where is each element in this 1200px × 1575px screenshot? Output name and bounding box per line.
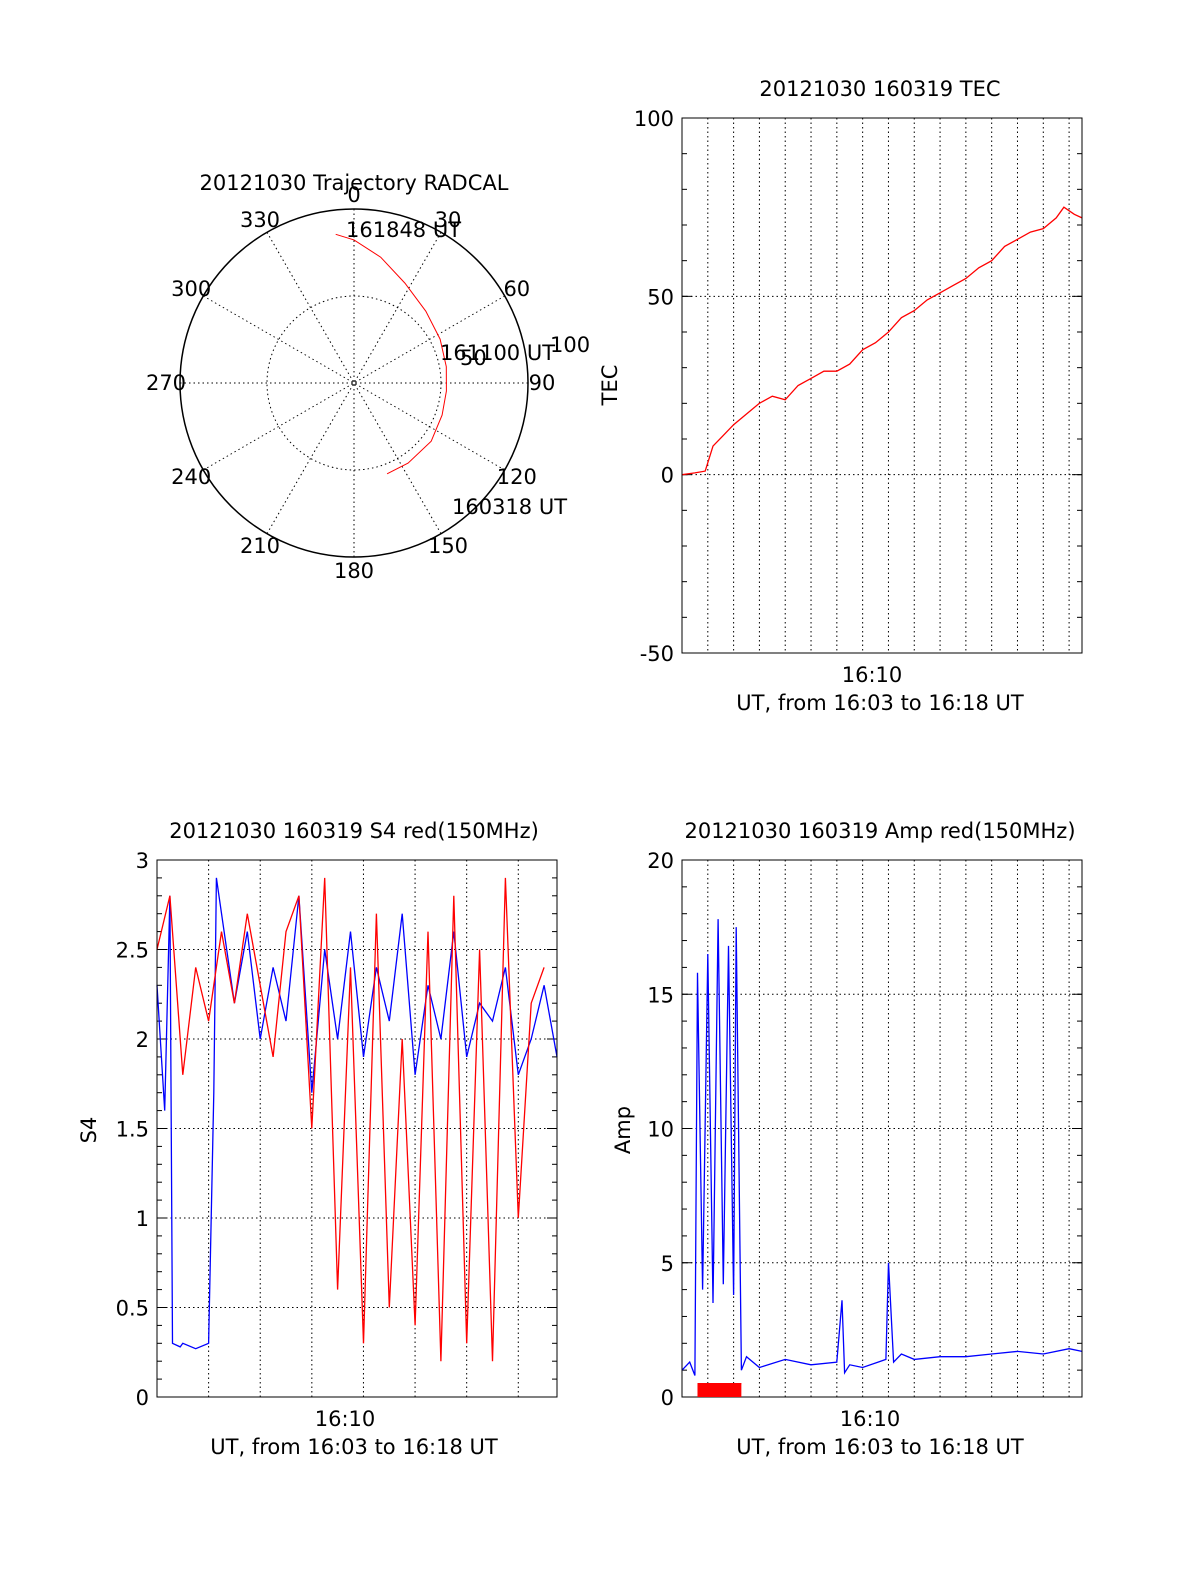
s4-xtick-label: 16:10 [315,1407,376,1431]
polar-panel: 20121030 Trajectory RADCAL 0 30 60 90 120 150… [146,171,590,583]
tec-ylabel: TEC [598,365,622,407]
series-line-1 [156,877,545,1362]
s4-ylabel: S4 [77,1117,101,1144]
polar-azimuth-label: 150 [428,534,468,558]
s4-plot-area: 0 0.5 1 1.5 2 2.5 3 [116,849,558,1410]
s4-title: 20121030 160319 S4 red(150MHz) [169,819,539,843]
y-tick-label: 3 [136,849,149,873]
y-tick-label: 0 [661,464,674,488]
y-tick-label: 2.5 [116,939,149,963]
y-tick-label: 10 [647,1118,674,1142]
polar-elevation-label-50: 50 [460,346,487,370]
polar-annotation-mid: 161100 UT [440,341,555,365]
amp-red-band [697,1383,742,1397]
polar-azimuth-label: 180 [334,559,374,583]
polar-azimuth-label: 60 [503,277,530,301]
y-tick-label: 1 [136,1207,149,1231]
amp-title: 20121030 160319 Amp red(150MHz) [684,819,1075,843]
polar-azimuth-label: 210 [240,534,280,558]
series-line-0 [156,877,558,1350]
y-tick-label: 1.5 [116,1118,149,1142]
y-tick-label: 50 [647,285,674,309]
tec-title: 20121030 160319 TEC [759,77,1000,101]
s4-panel: 20121030 160319 S4 red(150MHz) S4 0 0.5 1 1… [77,819,558,1459]
polar-azimuth-label: 300 [171,277,211,301]
polar-trajectory-line [335,233,447,475]
y-tick-label: 0.5 [116,1297,149,1321]
polar-annotation-start: 160318 UT [452,495,567,519]
polar-elevation-label-100: 100 [550,333,590,357]
polar-grid [179,208,529,558]
polar-azimuth-label: 30 [435,208,462,232]
series-line-0 [681,206,1083,476]
polar-title: 20121030 Trajectory RADCAL [200,171,509,195]
polar-azimuth-label: 120 [497,465,537,489]
y-tick-label: -50 [640,642,674,666]
polar-azimuth-labels: 0 30 60 90 120 150 180 210 240 270 300 330 [146,183,555,583]
y-tick-label: 0 [661,1386,674,1410]
tec-xlabel: UT, from 16:03 to 16:18 UT [736,691,1024,715]
series-line-0 [681,919,1083,1376]
polar-azimuth-label: 330 [240,208,280,232]
s4-xlabel: UT, from 16:03 to 16:18 UT [210,1435,498,1459]
plot-frame [156,859,558,1398]
amp-xlabel: UT, from 16:03 to 16:18 UT [736,1435,1024,1459]
plot-frame [681,859,1083,1398]
amp-xtick-label: 16:10 [840,1407,901,1431]
y-tick-label: 20 [647,849,674,873]
polar-azimuth-label: 240 [171,465,211,489]
tec-plot-area: -50 0 50 100 [634,107,1083,666]
polar-azimuth-label: 90 [529,371,556,395]
polar-trajectory [335,233,447,475]
amp-plot-area: 0 5 10 15 20 [647,849,1083,1410]
y-tick-label: 5 [661,1252,674,1276]
y-tick-label: 100 [634,107,674,131]
plot-frame [681,117,1083,654]
polar-azimuth-label: 270 [146,371,186,395]
y-tick-label: 2 [136,1028,149,1052]
amp-panel: 20121030 160319 Amp red(150MHz) Amp 0 5 10… [611,819,1083,1459]
amp-ylabel: Amp [611,1106,635,1154]
y-tick-label: 15 [647,983,674,1007]
polar-azimuth-label: 0 [347,183,360,207]
tec-xtick-label: 16:10 [842,663,903,687]
y-tick-label: 0 [136,1386,149,1410]
polar-annotation-end: 161848 UT [346,218,461,242]
